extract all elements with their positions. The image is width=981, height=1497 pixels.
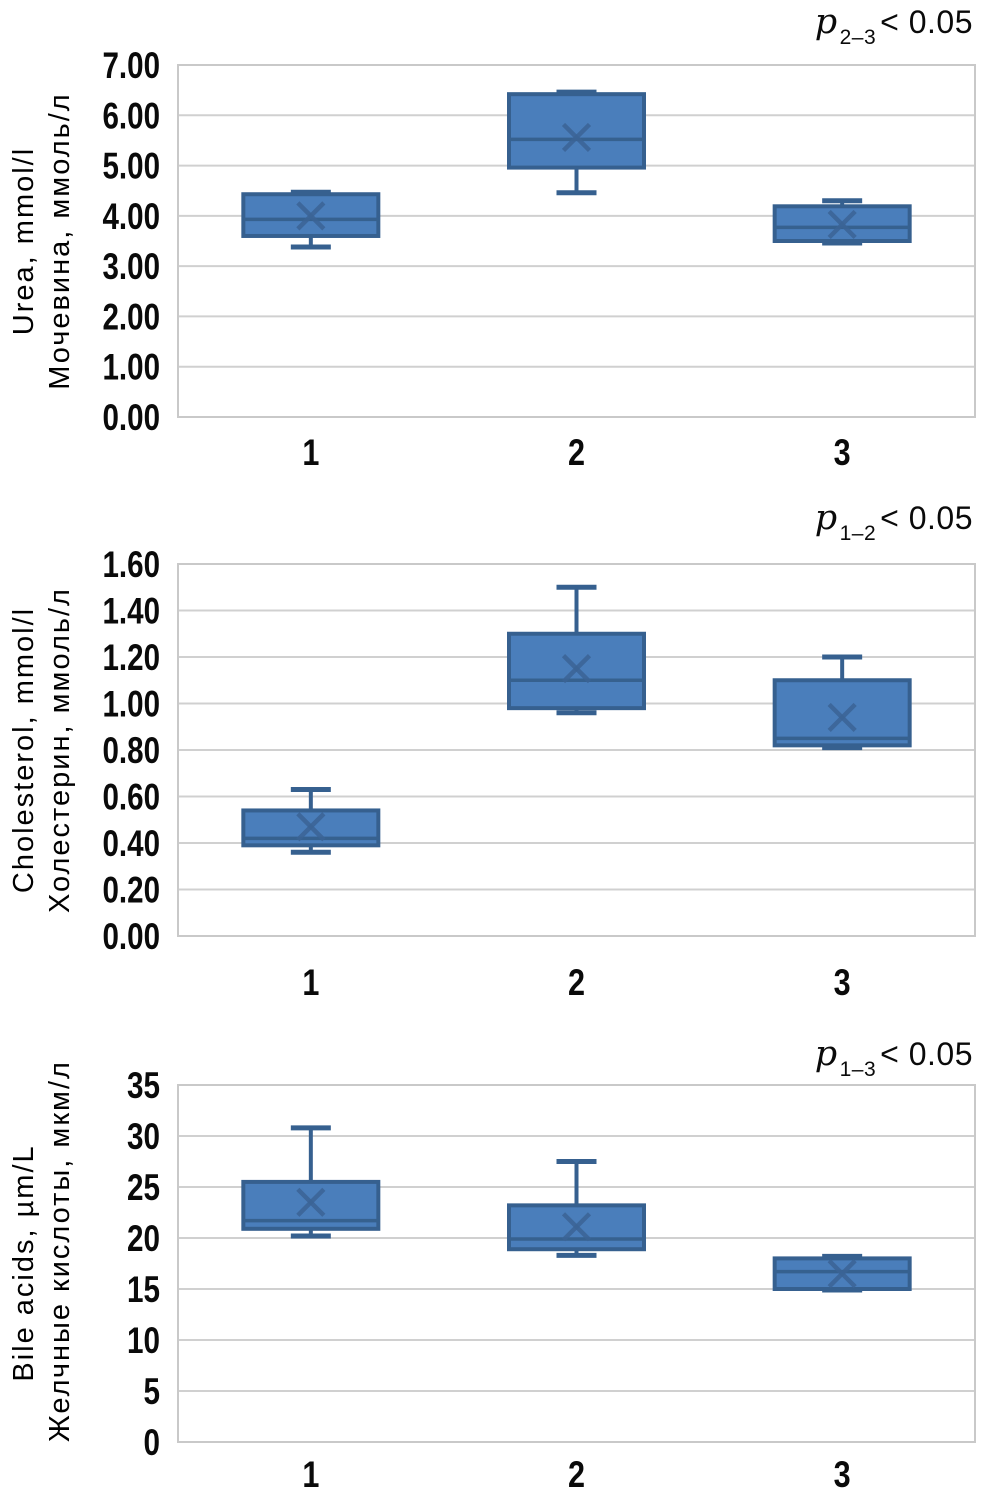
mean-marker	[561, 1212, 592, 1242]
bile-acids-plot: 0 5 10 15 20 25 30 35 1 2 3	[127, 1065, 976, 1495]
y-tick-label: 35	[127, 1065, 160, 1106]
y-tick-label: 0.00	[103, 916, 161, 957]
y-tick-label: 25	[127, 1167, 160, 1208]
y-tick-label: 5.00	[103, 146, 161, 187]
p-symbol: p	[814, 1034, 838, 1074]
p-value-annotation: p1–3 < 0.05	[815, 1034, 973, 1082]
x-category-label: 2	[568, 432, 585, 473]
iqr-box	[507, 1203, 646, 1252]
urea-chart-section: p2–3 < 0.05 Urea, mmol/l Мочевина, ммоль/…	[0, 0, 981, 480]
y-tick-label: 1.00	[103, 347, 161, 388]
p-threshold: < 0.05	[880, 500, 973, 536]
bile-acids-chart-section: p1–3 < 0.05 Bile acids, µm/L Желчные кисл…	[0, 1000, 981, 1497]
mean-marker	[296, 812, 326, 842]
mean-marker	[561, 122, 592, 153]
y-tick-label: 0.40	[103, 823, 161, 864]
p-threshold: < 0.05	[880, 4, 973, 40]
p-subscript: 1–3	[839, 1058, 877, 1081]
p-symbol: p	[814, 2, 838, 42]
y-tick-label: 0.60	[103, 777, 161, 818]
p-value-annotation: p1–2 < 0.05	[815, 498, 973, 546]
p-subscript: 2–3	[839, 26, 877, 49]
mean-marker	[827, 1259, 857, 1289]
x-category-label: 1	[302, 1454, 319, 1495]
cholesterol-plot: 0.00 0.20 0.40 0.60 0.80 1.00 1.20 1.40 1.60 1 2 3	[103, 544, 976, 1000]
urea-plot: 0.00 1.00 2.00 3.00 4.00 5.00 6.00 7.00 1 2 3	[103, 45, 976, 473]
mean-marker	[296, 201, 326, 231]
mean-marker	[827, 209, 857, 239]
box-plot-group-3	[772, 654, 912, 751]
y-tick-label: 0.80	[103, 730, 161, 771]
y-tick-label: 4.00	[103, 196, 161, 237]
box-plot-group-1	[241, 1125, 381, 1239]
y-tick-label: 1.40	[103, 591, 161, 632]
box-plot-group-3	[772, 1253, 912, 1293]
plot-border	[177, 64, 976, 418]
x-category-label: 2	[568, 1454, 585, 1495]
plot-border	[177, 1084, 976, 1443]
box-plot-group-3	[772, 198, 912, 246]
box-plot-group-2	[507, 584, 646, 716]
p-symbol: p	[814, 498, 838, 538]
y-tick-label: 0.20	[103, 870, 161, 911]
y-tick-label: 1.60	[103, 544, 161, 585]
box-plot-group-1	[241, 787, 381, 855]
y-tick-label: 10	[127, 1320, 160, 1361]
x-category-label: 3	[834, 962, 851, 1000]
mean-marker	[561, 654, 592, 684]
p-threshold: < 0.05	[880, 1036, 973, 1072]
y-tick-label: 2.00	[103, 296, 161, 337]
box-plot-group-2	[507, 89, 646, 196]
iqr-box	[507, 92, 646, 170]
y-tick-label: 3.00	[103, 246, 161, 287]
y-tick-label: 30	[127, 1116, 160, 1157]
y-tick-label: 20	[127, 1218, 160, 1259]
iqr-box	[772, 678, 912, 748]
x-category-label: 3	[834, 432, 851, 473]
box-plot-group-1	[241, 189, 381, 250]
x-category-label: 1	[302, 962, 319, 1000]
p-value-annotation: p2–3 < 0.05	[815, 2, 973, 50]
x-category-label: 2	[568, 962, 585, 1000]
y-tick-label: 1.20	[103, 637, 161, 678]
y-tick-label: 6.00	[103, 95, 161, 136]
y-tick-label: 15	[127, 1269, 160, 1310]
y-tick-label: 7.00	[103, 45, 161, 86]
mean-marker	[827, 702, 857, 733]
y-tick-label: 1.00	[103, 684, 161, 725]
x-category-label: 1	[302, 432, 319, 473]
x-category-label: 3	[834, 1454, 851, 1495]
y-tick-label: 0	[144, 1422, 161, 1463]
y-tick-label: 0.00	[103, 397, 161, 438]
box-plot-group-2	[507, 1159, 646, 1258]
plot-border	[177, 563, 976, 937]
p-subscript: 1–2	[839, 522, 877, 545]
mean-marker	[296, 1187, 326, 1217]
y-tick-label: 5	[144, 1371, 161, 1412]
cholesterol-chart-section: p1–2 < 0.05 Cholesterol, mmol/l Холестери…	[0, 480, 981, 1000]
